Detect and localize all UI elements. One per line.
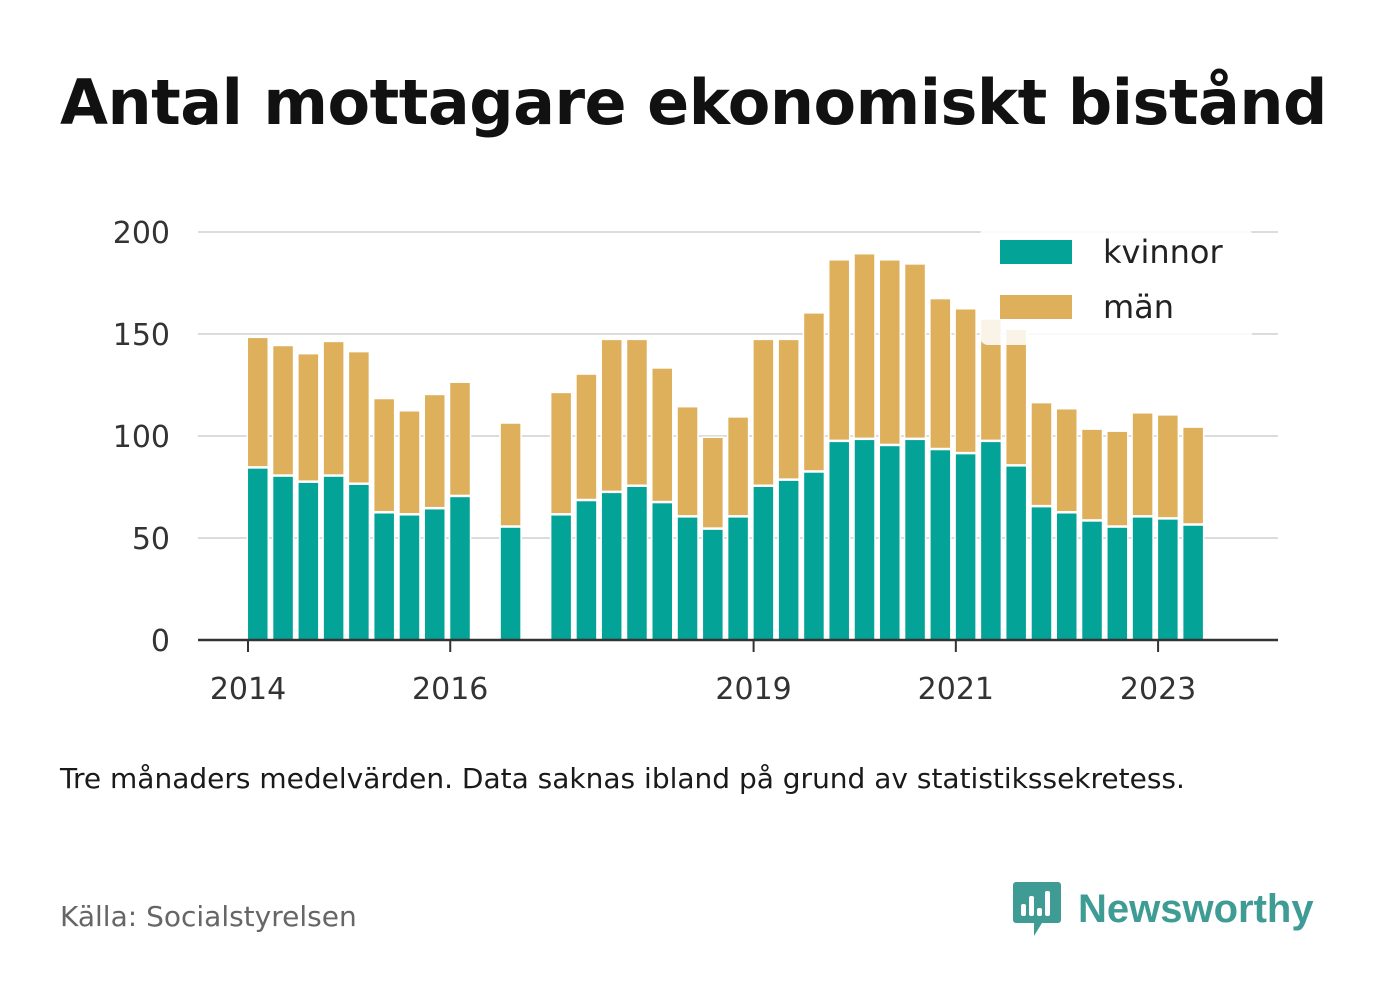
bar-man [1107,431,1128,526]
bar-man [1031,403,1052,505]
legend-swatch [1000,240,1072,264]
bar-kvinnor [551,515,571,640]
y-tick-label: 150 [113,318,170,353]
bar-man [930,299,951,448]
bar-man [677,407,698,516]
bar-kvinnor [652,503,673,640]
bar-kvinnor [728,517,748,640]
bar-kvinnor [627,487,647,640]
chart-note: Tre månaders medelvärden. Data saknas ib… [60,762,1185,795]
bar-man [627,340,647,485]
bar-man [1158,415,1178,518]
bar-kvinnor [677,517,698,640]
bar-kvinnor [1082,521,1102,640]
bar-kvinnor [298,482,319,640]
bar-man [703,438,723,528]
bar-man [323,342,344,475]
bar-kvinnor [930,450,951,640]
x-tick-label: 2021 [918,672,994,707]
bar-man [424,395,445,507]
bar-kvinnor [323,476,344,640]
bar-man [1132,413,1153,516]
bar-man [273,346,293,475]
bar-man [753,340,774,485]
bar-kvinnor [1183,525,1203,640]
bar-man [576,374,597,499]
legend-label: kvinnor [1103,233,1224,271]
bar-kvinnor [804,472,824,640]
y-tick-label: 100 [113,420,170,455]
bar-man [551,393,571,514]
x-tick-label: 2016 [412,672,488,707]
bar-kvinnor [981,442,1001,640]
brand-name: Newsworthy [1078,886,1314,931]
bar-man [981,319,1001,440]
bar-kvinnor [601,493,622,640]
bar-kvinnor [248,468,268,640]
bar-man [450,382,470,495]
x-tick-label: 2014 [210,672,286,707]
bar-man [248,338,268,467]
bar-man [728,417,748,516]
bar-man [1056,409,1077,512]
bar-kvinnor [576,501,597,640]
bar-kvinnor [1006,466,1026,640]
bar-man [905,264,925,438]
bar-kvinnor [905,440,925,640]
bar-kvinnor [955,454,976,640]
bar-kvinnor [1031,507,1052,640]
y-tick-label: 50 [132,522,170,557]
newsworthy-logo-icon [1013,882,1061,936]
bar-kvinnor [424,509,445,640]
bar-man [500,423,521,526]
brand-logo[interactable]: Newsworthy [1012,880,1314,938]
bar-man [349,352,369,483]
bar-man [652,368,673,501]
bar-kvinnor [703,529,723,640]
x-tick-label: 2019 [715,672,791,707]
x-tick-label: 2023 [1120,672,1196,707]
bar-kvinnor [854,440,875,640]
bar-kvinnor [450,497,470,640]
bar-kvinnor [399,515,420,640]
bar-kvinnor [1056,513,1077,640]
bar-kvinnor [880,446,900,640]
bar-kvinnor [349,484,369,640]
bar-man [298,354,319,481]
bar-kvinnor [753,487,774,640]
bar-man [804,313,824,471]
legend-label: män [1103,288,1174,326]
bar-kvinnor [273,476,293,640]
bar-man [399,411,420,514]
bar-man [854,254,875,438]
bar-kvinnor [1132,517,1153,640]
bar-man [374,399,394,512]
chart-title: Antal mottagare ekonomiskt bistånd [60,66,1327,139]
bar-kvinnor [374,513,394,640]
bar-kvinnor [1107,527,1128,640]
bar-man [955,309,976,452]
bar-kvinnor [1158,519,1178,640]
stacked-bar-chart: 0 50 100 150 200 2014 2016 2019 2021 2023 kvinnor… [113,216,1278,707]
bar-man [1082,429,1102,520]
bar-man [880,260,900,444]
bar-kvinnor [829,442,849,640]
bar-man [1183,427,1203,524]
y-tick-label: 200 [113,216,170,251]
legend: kvinnor män [980,227,1252,345]
axes: 0 50 100 150 200 2014 2016 2019 2021 2023 [113,216,1278,707]
bar-kvinnor [500,527,521,640]
bar-man [829,260,849,440]
bar-kvinnor [778,480,799,640]
bar-man [601,340,622,491]
source-label: Källa: Socialstyrelsen [60,900,357,933]
bar-man [778,340,799,479]
bar-man [1006,329,1026,465]
legend-swatch [1000,295,1072,319]
bars [246,252,1205,640]
y-tick-label: 0 [151,624,170,659]
